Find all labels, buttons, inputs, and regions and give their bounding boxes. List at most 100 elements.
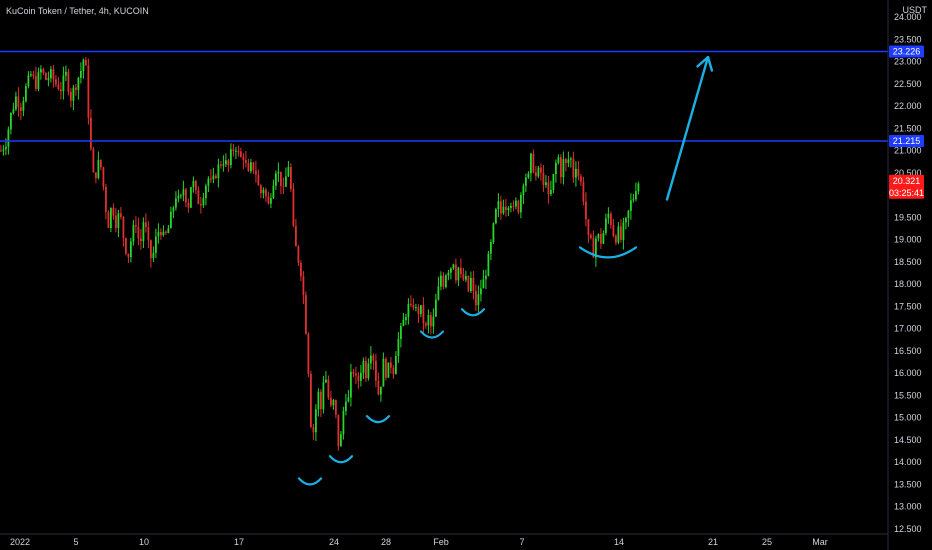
- candle: [412, 298, 415, 311]
- support-arc-annotation[interactable]: [460, 308, 486, 317]
- candle: [70, 88, 72, 108]
- candle: [25, 83, 27, 103]
- candle: [105, 184, 107, 220]
- candle: [225, 153, 227, 167]
- time-axis[interactable]: 2022 5 10 17 24 28 Feb 7 14 21 25 Mar: [10, 537, 828, 547]
- candle: [222, 155, 225, 172]
- candle: [352, 368, 355, 378]
- candle: [275, 170, 277, 190]
- candle: [117, 209, 120, 237]
- y-tick-label: 23.500: [894, 34, 922, 44]
- candle: [2, 145, 5, 156]
- candle: [342, 406, 345, 440]
- candle: [430, 312, 432, 335]
- candle: [350, 364, 352, 407]
- x-tick-label: 14: [614, 537, 624, 547]
- candle: [270, 193, 272, 209]
- x-tick-label: 10: [139, 537, 149, 547]
- candle: [332, 399, 335, 410]
- y-tick-label: 15.000: [894, 413, 922, 423]
- y-tick-label: 18.500: [894, 257, 922, 267]
- candle: [567, 151, 570, 168]
- price-axis[interactable]: 12.500 13.000 13.500 14.000 14.500 15.000 15.5…: [894, 12, 922, 534]
- support-arc-annotation[interactable]: [578, 246, 638, 259]
- candle: [177, 189, 180, 203]
- candle: [180, 193, 182, 199]
- candle: [315, 404, 317, 441]
- candle: [487, 251, 490, 277]
- candle: [597, 233, 600, 242]
- candle: [257, 169, 260, 186]
- candle: [127, 253, 130, 263]
- candle: [97, 151, 100, 180]
- arrow-head-stroke: [706, 55, 714, 72]
- x-tick-label: Feb: [433, 537, 449, 547]
- x-tick-label: 17: [234, 537, 244, 547]
- arrow-head-stroke: [696, 55, 710, 68]
- candle: [397, 332, 400, 363]
- candle: [617, 222, 620, 245]
- candle: [162, 225, 165, 237]
- candle: [382, 352, 385, 387]
- candle: [285, 167, 287, 187]
- candle: [230, 143, 232, 169]
- horizontal-levels[interactable]: [0, 50, 888, 142]
- candle: [260, 183, 262, 199]
- candle: [542, 164, 545, 192]
- candle: [322, 376, 325, 414]
- candle: [217, 158, 220, 188]
- target-arrow-annotation[interactable]: [665, 55, 710, 201]
- candle: [490, 239, 492, 261]
- candle: [465, 270, 467, 283]
- candle: [52, 64, 55, 88]
- x-tick-label: 2022: [10, 537, 30, 547]
- candle: [287, 161, 290, 177]
- candle: [347, 389, 350, 403]
- y-tick-label: 20.500: [894, 168, 922, 178]
- candle: [290, 163, 292, 192]
- support-arc-annotation[interactable]: [419, 330, 445, 339]
- candle: [12, 102, 15, 115]
- candle: [195, 179, 197, 195]
- candle: [547, 176, 550, 204]
- candle: [417, 304, 420, 323]
- candle: [550, 180, 552, 196]
- candle: [455, 258, 457, 284]
- candle: [232, 143, 235, 157]
- candle: [425, 321, 427, 329]
- candle: [635, 182, 637, 202]
- price-badges: 23.226 21.215 20.321 03:25:41: [889, 45, 924, 199]
- candle: [345, 393, 347, 416]
- drawing-annotations[interactable]: [297, 55, 714, 486]
- candle: [62, 66, 65, 100]
- candle: [305, 291, 307, 335]
- currency-label: USDT: [903, 5, 928, 15]
- candle: [207, 176, 210, 192]
- candle: [167, 225, 170, 234]
- candle: [482, 269, 485, 289]
- candle: [405, 313, 407, 325]
- support-arc-annotation[interactable]: [297, 477, 323, 486]
- candle: [32, 70, 35, 80]
- candle: [337, 414, 340, 451]
- y-tick-label: 12.500: [894, 524, 922, 534]
- candle: [572, 151, 575, 183]
- y-tick-label: 19.500: [894, 212, 922, 222]
- candle: [415, 303, 417, 312]
- candle: [387, 362, 390, 378]
- candle: [560, 154, 562, 184]
- x-tick-label: 5: [73, 537, 78, 547]
- candle: [295, 218, 297, 247]
- support-arc-annotation[interactable]: [328, 455, 354, 464]
- candle: [420, 305, 422, 318]
- support-arc-annotation[interactable]: [365, 415, 391, 424]
- candle: [460, 258, 462, 278]
- candle: [192, 176, 195, 193]
- candle: [282, 177, 285, 194]
- candle: [132, 219, 135, 246]
- candle: [215, 173, 217, 180]
- candle: [242, 153, 245, 170]
- candle: [440, 271, 442, 291]
- candle: [10, 112, 12, 135]
